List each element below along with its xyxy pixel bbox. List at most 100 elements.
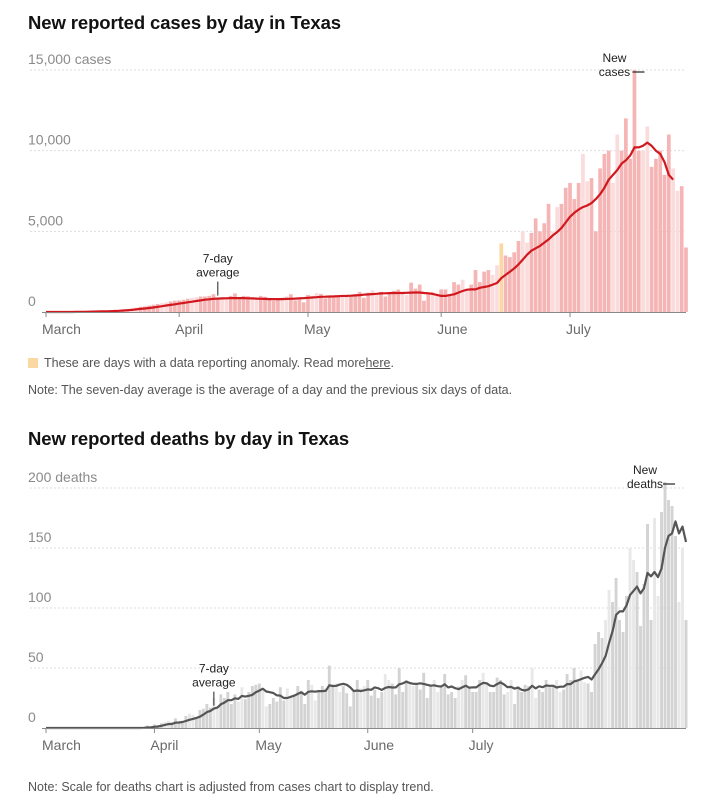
x-tick-label: May (255, 737, 281, 753)
bar (635, 572, 639, 728)
bar (293, 300, 297, 312)
bar (679, 186, 684, 312)
bar (474, 692, 478, 728)
bar (512, 252, 517, 312)
bar (589, 178, 594, 312)
bar (275, 701, 279, 728)
cases-x-axis: March April May June July (42, 312, 686, 337)
bar (170, 724, 174, 728)
bar (520, 231, 525, 312)
x-tick-label: June (364, 737, 395, 753)
bar (366, 680, 370, 728)
bar (313, 700, 317, 728)
new-label-line1: New (602, 51, 626, 65)
bar (264, 706, 268, 728)
bar (660, 512, 663, 728)
avg-label-line1: 7-day (199, 662, 229, 676)
bar (502, 694, 506, 728)
bar (654, 158, 658, 312)
bar (250, 298, 255, 312)
bar (439, 687, 443, 728)
bar (198, 710, 202, 728)
bar (207, 295, 212, 312)
bar (215, 707, 219, 728)
bar (546, 203, 551, 312)
bar (422, 672, 426, 728)
bar (422, 300, 426, 312)
bar (618, 620, 622, 728)
bar (246, 296, 250, 312)
bar (632, 560, 635, 728)
bar (606, 150, 611, 312)
bar (436, 692, 440, 728)
bar (306, 680, 310, 728)
x-tick-label: March (42, 321, 81, 337)
bar (344, 295, 349, 312)
bar (529, 232, 534, 312)
read-more-link[interactable]: here (365, 356, 391, 370)
bar (376, 698, 380, 728)
deaths-average-line-group (46, 520, 688, 730)
bar (284, 296, 289, 312)
bar (625, 596, 628, 728)
seven-day-average-line (46, 520, 688, 730)
bar (327, 665, 331, 728)
bar (303, 704, 307, 728)
bar (155, 303, 160, 312)
bar (473, 270, 478, 312)
bar (164, 302, 169, 312)
bar (495, 677, 499, 728)
bar (379, 291, 383, 312)
bar (611, 602, 615, 728)
bar (632, 70, 637, 312)
bar (488, 692, 492, 728)
bar (465, 289, 469, 312)
avg-label-line1: 7-day (203, 252, 233, 266)
bar (177, 300, 182, 312)
bar (597, 632, 601, 728)
bar (452, 282, 456, 312)
deaths-gridlines (30, 487, 686, 669)
bar (243, 699, 247, 728)
bar (180, 722, 184, 728)
bar (411, 686, 415, 728)
bar (220, 298, 224, 312)
bar (404, 295, 409, 312)
bar (222, 698, 226, 728)
bar (675, 191, 680, 312)
bar (684, 247, 688, 312)
bar (443, 289, 448, 312)
bar (331, 295, 336, 312)
bar (460, 279, 465, 312)
bar (684, 620, 688, 728)
bar (400, 291, 405, 312)
bar (513, 704, 517, 728)
bar (299, 690, 303, 728)
bar (349, 295, 353, 312)
bar (201, 708, 205, 728)
bar (456, 284, 461, 312)
bar (467, 688, 471, 728)
bar (194, 297, 199, 312)
bar (306, 294, 310, 312)
bar (628, 158, 633, 312)
bar (538, 231, 542, 312)
bar (464, 675, 468, 728)
bar (208, 707, 212, 728)
bar (331, 684, 335, 728)
bar (374, 294, 379, 312)
bar (194, 717, 198, 728)
bar (628, 548, 632, 728)
bar (471, 692, 475, 728)
bar (559, 203, 564, 312)
y-tick-label: 0 (28, 709, 36, 725)
bar (359, 688, 363, 728)
bar (285, 688, 289, 728)
bar (663, 482, 667, 728)
bar (297, 299, 302, 312)
bar (666, 134, 671, 312)
bar (383, 674, 387, 728)
bar (469, 284, 474, 312)
bar (241, 295, 246, 312)
bar (168, 301, 173, 312)
